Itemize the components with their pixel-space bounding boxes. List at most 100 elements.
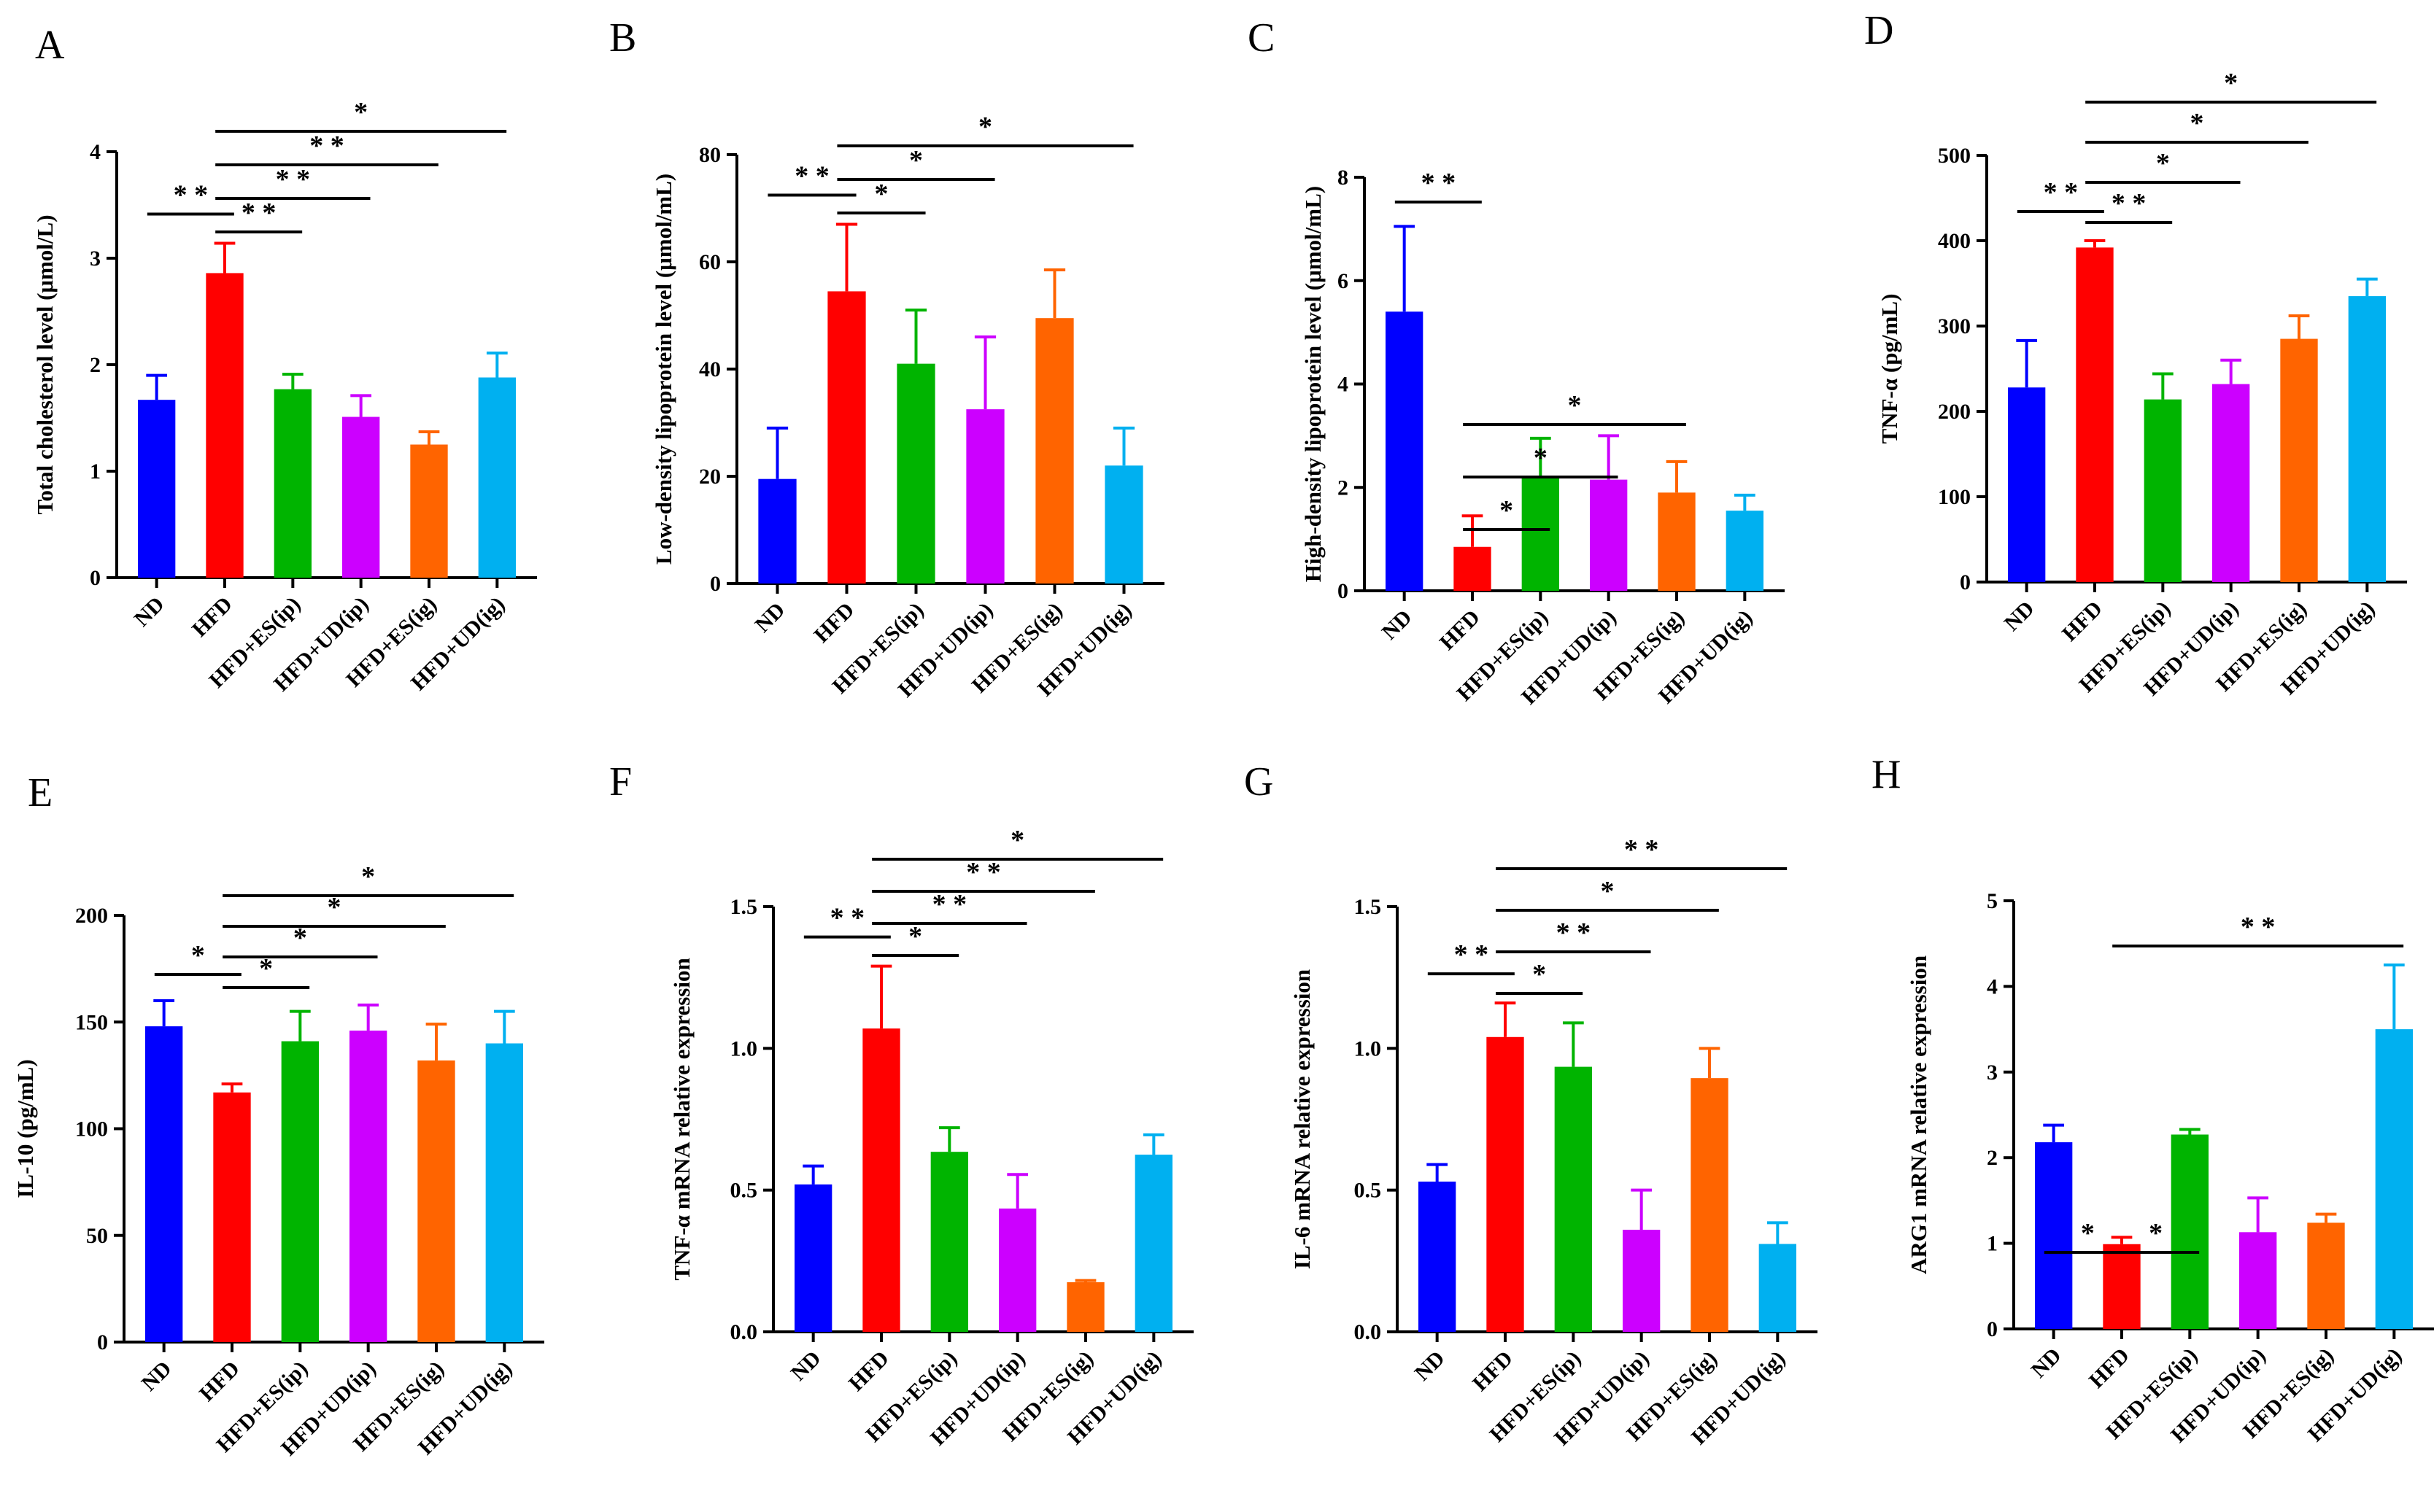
bar-a-2 [274, 389, 312, 578]
x-tick-label-h: ND [2027, 1344, 2066, 1383]
panel-letter-b: B [609, 15, 636, 61]
y-tick-label-g: 0.0 [1354, 1320, 1382, 1344]
bar-f-2 [930, 1152, 968, 1332]
bar-a-4 [410, 444, 448, 578]
bar-a-5 [478, 377, 516, 578]
y-tick-label-d: 0 [1960, 570, 1971, 594]
y-tick-label-c: 8 [1337, 166, 1348, 190]
significance-label-g: * * [1454, 939, 1489, 970]
chart-panel-c: C 0 2 4 6 8 High-density lipoprotein level (μm… [1248, 15, 1785, 709]
bar-g-2 [1554, 1066, 1592, 1332]
chart-panel-h: H 0 1 2 3 4 5 ARG1 mRNA relative expression ND HF… [1871, 752, 2434, 1447]
significance-label-b: * [909, 145, 923, 176]
x-tick-label-f: HFD [844, 1346, 894, 1396]
bar-g-4 [1691, 1078, 1728, 1332]
y-tick-label-h: 3 [1987, 1061, 1998, 1085]
significance-label-e: * [259, 953, 273, 984]
y-tick-label-h: 4 [1987, 974, 1998, 999]
significance-label-a: * * [309, 131, 344, 161]
y-tick-label-c: 2 [1337, 476, 1348, 500]
x-tick-label-d: HFD [2058, 597, 2107, 646]
y-tick-label-d: 500 [1938, 144, 1971, 168]
y-tick-label-a: 4 [90, 140, 101, 164]
significance-label-d: * [2156, 148, 2170, 179]
bar-d-5 [2348, 296, 2386, 582]
chart-panel-b: B 0 20 40 60 80 Low-density lipoprotein level … [609, 15, 1164, 702]
panel-letter-f: F [609, 759, 632, 805]
y-tick-label-h: 5 [1987, 889, 1998, 913]
bar-h-3 [2239, 1232, 2277, 1329]
x-tick-label-b: HFD [809, 598, 859, 648]
bar-a-1 [206, 273, 244, 578]
y-axis-label-d: TNF-α (pg/mL) [1877, 294, 1902, 444]
y-tick-label-h: 1 [1987, 1232, 1998, 1256]
x-tick-label-c: ND [1378, 605, 1417, 645]
bar-h-0 [2035, 1142, 2073, 1329]
y-tick-label-f: 0.5 [730, 1179, 758, 1203]
significance-label-e: * [328, 892, 341, 923]
panel-letter-g: G [1244, 759, 1273, 805]
bar-h-2 [2171, 1134, 2209, 1329]
y-tick-label-b: 40 [699, 357, 721, 381]
x-tick-label-b: ND [750, 598, 789, 637]
bar-a-3 [342, 416, 380, 578]
significance-label-g: * [1601, 876, 1615, 907]
y-tick-label-f: 1.5 [730, 895, 758, 919]
x-tick-label-d: ND [2000, 597, 2039, 636]
y-axis-label-e: IL-10 (pg/mL) [12, 1059, 38, 1198]
x-tick-label-h: HFD [2085, 1344, 2134, 1393]
bar-h-4 [2307, 1222, 2345, 1329]
panel-letter-h: H [1871, 752, 1901, 797]
x-tick-label-a: ND [130, 592, 169, 632]
bar-b-3 [966, 409, 1005, 584]
y-tick-label-e: 150 [75, 1010, 108, 1034]
y-tick-label-g: 1.0 [1354, 1036, 1382, 1061]
y-tick-label-b: 60 [699, 250, 721, 274]
bar-f-3 [999, 1208, 1037, 1332]
chart-panel-f: F 0.0 0.5 1.0 1.5 TNF-α mRNA relative express… [609, 759, 1194, 1450]
bar-e-2 [281, 1041, 319, 1342]
bar-b-1 [827, 291, 866, 584]
significance-label-f: * * [966, 857, 1001, 888]
x-tick-label-g: HFD [1468, 1346, 1518, 1396]
bar-h-1 [2103, 1244, 2141, 1329]
significance-label-c: * [1534, 443, 1548, 473]
bar-d-3 [2212, 384, 2250, 582]
bar-c-3 [1590, 479, 1628, 591]
bar-c-5 [1726, 511, 1763, 591]
bar-h-5 [2375, 1029, 2413, 1329]
chart-panel-a: A 0 1 2 3 4 Total cholesterol level (μmol/L) ND… [32, 23, 537, 696]
bar-c-0 [1386, 311, 1423, 591]
bar-e-0 [145, 1026, 183, 1342]
x-tick-label-a: HFD [188, 592, 237, 642]
y-tick-label-d: 300 [1938, 314, 1971, 338]
y-tick-label-d: 100 [1938, 485, 1971, 509]
significance-label-f: * [908, 921, 922, 952]
panel-letter-a: A [35, 23, 65, 68]
bar-b-4 [1035, 318, 1074, 584]
bar-e-3 [349, 1030, 387, 1342]
significance-label-d: * * [2044, 177, 2079, 208]
bar-e-5 [485, 1043, 523, 1342]
y-axis-label-f: TNF-α mRNA relative expression [669, 958, 695, 1280]
bar-b-5 [1105, 465, 1143, 584]
panel-letter-e: E [28, 770, 53, 815]
bar-b-2 [897, 363, 935, 584]
panel-letter-d: D [1864, 8, 1893, 53]
chart-panel-g: G 0.0 0.5 1.0 1.5 IL-6 mRNA relative expressi… [1244, 759, 1817, 1450]
bar-c-1 [1453, 546, 1491, 591]
significance-label-e: * [293, 923, 307, 953]
significance-label-a: * [354, 97, 368, 128]
y-tick-label-c: 0 [1337, 579, 1348, 603]
y-tick-label-d: 200 [1938, 400, 1971, 424]
significance-label-f: * * [830, 903, 865, 934]
significance-label-b: * [978, 112, 992, 142]
significance-label-f: * * [932, 889, 967, 920]
significance-label-d: * [2190, 108, 2204, 139]
y-tick-label-b: 0 [710, 572, 721, 596]
y-axis-label-b: Low-density lipoprotein level (μmol/mL) [651, 174, 676, 565]
y-tick-label-a: 1 [90, 460, 101, 484]
significance-label-b: * [875, 179, 889, 209]
x-tick-label-e: HFD [195, 1357, 244, 1406]
